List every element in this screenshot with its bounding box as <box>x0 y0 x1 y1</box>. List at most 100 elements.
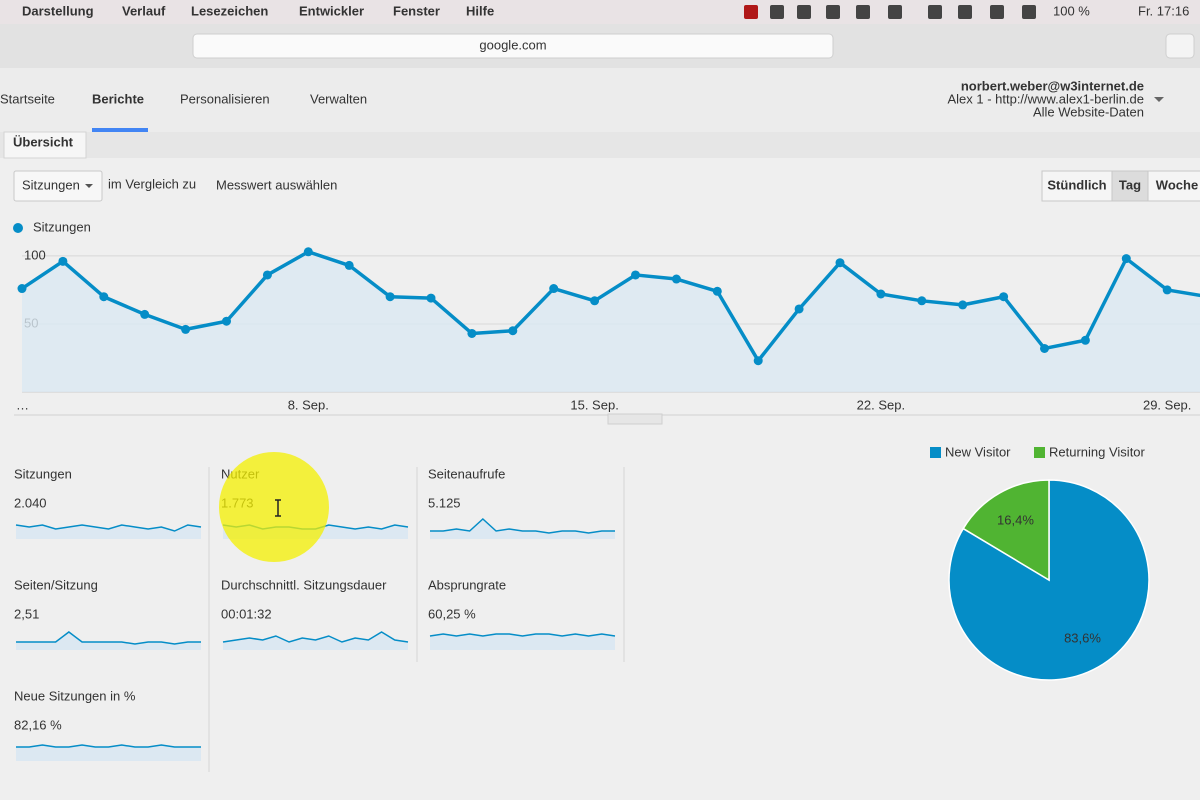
legend-swatch <box>930 447 941 458</box>
share-button[interactable] <box>1165 33 1195 59</box>
metric-select[interactable]: Sitzungen <box>22 177 80 192</box>
account-arrow[interactable] <box>1154 97 1164 102</box>
text-cursor <box>275 499 281 517</box>
menu-item[interactable]: Lesezeichen <box>191 3 268 18</box>
x-tick-label: 29. Sep. <box>1143 397 1191 412</box>
metric-value: 00:01:32 <box>221 606 272 621</box>
data-point <box>303 247 313 257</box>
y-tick-label: 100 <box>24 247 46 262</box>
data-point <box>140 309 150 319</box>
data-point <box>99 292 109 302</box>
hourly-button[interactable] <box>1041 170 1113 202</box>
metric-dropdown[interactable] <box>13 170 103 202</box>
data-point <box>631 270 640 280</box>
menu-item[interactable]: Entwickler <box>299 3 364 18</box>
data-point <box>467 328 477 338</box>
data-point <box>181 324 191 334</box>
data-point <box>876 289 886 299</box>
nav-tab[interactable]: Startseite <box>0 91 55 106</box>
status-icon <box>1022 5 1036 19</box>
cursor-highlight <box>219 452 329 562</box>
clock: Fr. 17:16 <box>1138 3 1189 18</box>
metric-label: Absprungrate <box>428 577 506 592</box>
compare-text: im Vergleich zu <box>108 176 196 191</box>
tab-row <box>0 132 1200 158</box>
data-point <box>1162 285 1172 295</box>
nav-tab[interactable]: Personalisieren <box>180 91 270 106</box>
status-icon <box>744 5 758 19</box>
x-tick-label: … <box>16 397 29 412</box>
x-tick-label: 8. Sep. <box>288 397 329 412</box>
url[interactable]: google.com <box>479 37 546 52</box>
sparkline-area <box>430 519 615 539</box>
data-point <box>671 274 681 284</box>
legend-marker <box>13 223 23 233</box>
line <box>21 250 1200 363</box>
metric-label: Seitenaufrufe <box>428 466 505 481</box>
compare-link[interactable]: Messwert auswählen <box>216 177 337 192</box>
menu-item[interactable]: Hilfe <box>466 3 494 18</box>
status-icon <box>928 5 942 19</box>
data-point <box>590 296 600 306</box>
week-button[interactable] <box>1147 170 1200 202</box>
account-email[interactable]: norbert.weber@w3internet.de <box>961 78 1144 93</box>
battery: 100 % <box>1053 3 1090 18</box>
status-icon <box>958 5 972 19</box>
menu-bar <box>0 0 1200 24</box>
legend-label: New Visitor <box>945 444 1011 459</box>
data-point <box>794 304 804 314</box>
data-point <box>508 326 518 336</box>
metric-value: 2,51 <box>14 606 39 621</box>
metric-value: 60,25 % <box>428 606 476 621</box>
data-point <box>17 284 27 294</box>
status-icon <box>826 5 840 19</box>
status-icon <box>797 5 811 19</box>
day-button[interactable] <box>1111 170 1149 202</box>
metric-value: 5.125 <box>428 495 461 510</box>
menu-item[interactable]: Verlauf <box>122 3 166 18</box>
data-point <box>426 293 436 303</box>
overview-tab[interactable] <box>3 131 87 159</box>
menu-item[interactable]: Fenster <box>393 3 440 18</box>
granularity-button[interactable]: Tag <box>1119 177 1141 192</box>
sparkline <box>16 631 201 645</box>
nav-tab[interactable]: Verwalten <box>310 91 367 106</box>
metric-value: 2.040 <box>14 495 47 510</box>
metric-label: Seiten/Sitzung <box>14 577 98 592</box>
data-point <box>835 258 845 268</box>
granularity-button[interactable]: Woche <box>1156 177 1198 192</box>
data-point <box>753 356 763 366</box>
tab-label[interactable]: Übersicht <box>13 134 74 149</box>
sparkline <box>430 517 615 534</box>
x-tick-label: 22. Sep. <box>857 397 905 412</box>
legend-label: Returning Visitor <box>1049 444 1146 459</box>
data-point <box>917 296 927 306</box>
metric-value: 82,16 % <box>14 717 62 732</box>
dropdown-arrow <box>85 184 93 188</box>
status-icon <box>990 5 1004 19</box>
data-point <box>549 284 559 294</box>
nav-tab[interactable]: Berichte <box>92 91 144 106</box>
menu-item[interactable]: Darstellung <box>22 3 94 18</box>
data-point <box>1080 335 1090 345</box>
collapse-handle[interactable] <box>607 413 663 425</box>
data-point <box>1121 254 1131 264</box>
data-point <box>385 292 395 302</box>
granularity-button[interactable]: Stündlich <box>1047 177 1106 192</box>
data-point <box>712 286 722 296</box>
area <box>22 251 1200 392</box>
status-icon <box>770 5 784 19</box>
sparkline <box>15 524 202 532</box>
pie-slice <box>962 479 1050 582</box>
pie-label: 83,6% <box>1064 631 1101 646</box>
sparkline-area <box>16 525 201 539</box>
data-point <box>999 292 1009 302</box>
active-tab-indicator <box>92 128 148 132</box>
sparkline-area <box>16 745 201 761</box>
url-field[interactable] <box>192 33 834 59</box>
legend-swatch <box>1034 447 1045 458</box>
status-icon <box>856 5 870 19</box>
sparkline <box>16 744 201 748</box>
